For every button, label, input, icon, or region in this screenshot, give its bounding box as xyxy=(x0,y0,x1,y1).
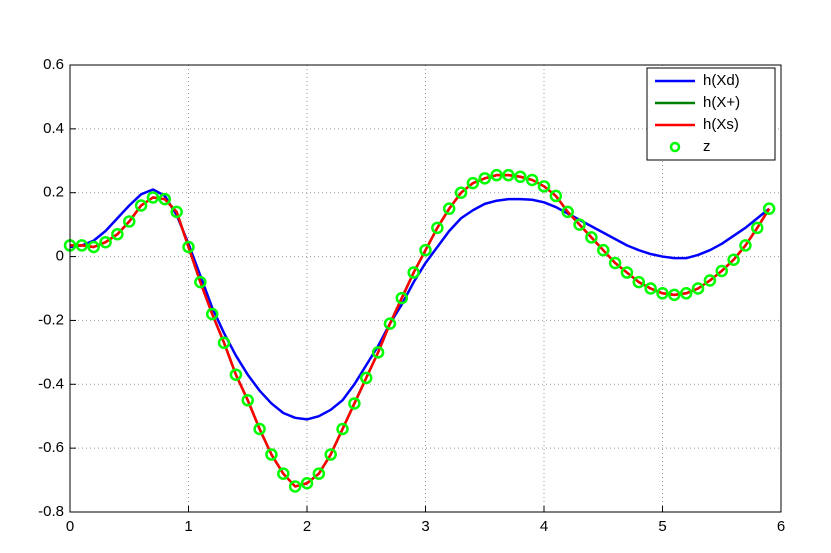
marker xyxy=(229,368,243,381)
marker xyxy=(300,477,314,490)
marker xyxy=(265,448,278,461)
y-tick-label: -0.8 xyxy=(38,503,64,520)
marker xyxy=(620,266,634,279)
marker xyxy=(371,346,385,359)
marker xyxy=(205,307,219,321)
marker xyxy=(194,275,207,289)
marker xyxy=(608,256,622,270)
legend-box xyxy=(646,67,776,161)
y-tick-label: 0.2 xyxy=(43,184,64,201)
marker xyxy=(454,186,468,199)
marker xyxy=(751,221,764,235)
marker xyxy=(715,264,728,278)
marker xyxy=(525,173,539,187)
marker xyxy=(123,215,136,228)
marker xyxy=(312,467,326,480)
marker xyxy=(573,218,586,231)
marker xyxy=(632,275,646,289)
marker xyxy=(217,336,231,350)
axes-box xyxy=(69,64,782,513)
marker xyxy=(146,191,160,204)
x-tick-label: 1 xyxy=(184,518,192,535)
marker xyxy=(478,172,491,185)
marker xyxy=(87,240,100,254)
legend-label: h(Xs) xyxy=(703,116,739,133)
marker xyxy=(288,480,302,493)
x-tick-label: 6 xyxy=(777,518,785,535)
marker xyxy=(395,291,409,305)
marker xyxy=(585,231,598,244)
marker xyxy=(134,199,148,212)
marker xyxy=(537,180,551,193)
marker xyxy=(561,205,574,219)
marker xyxy=(644,282,657,295)
marker xyxy=(419,243,432,257)
marker xyxy=(360,371,373,385)
marker xyxy=(407,266,420,279)
marker xyxy=(431,221,444,235)
marker xyxy=(466,176,480,190)
x-tick-label: 0 xyxy=(66,518,74,535)
marker xyxy=(324,448,337,461)
marker xyxy=(253,422,266,436)
marker xyxy=(762,202,776,215)
marker xyxy=(668,288,681,302)
marker xyxy=(75,239,89,252)
marker xyxy=(348,397,361,410)
marker xyxy=(597,243,610,257)
y-tick-label: -0.4 xyxy=(38,375,64,392)
x-tick-label: 3 xyxy=(421,518,429,535)
legend-label: h(Xd) xyxy=(703,72,740,89)
legend-label: h(X+) xyxy=(703,94,740,111)
legend-marker xyxy=(669,141,681,153)
marker xyxy=(490,168,503,182)
y-tick-label: 0.4 xyxy=(43,120,64,137)
marker xyxy=(158,192,172,206)
marker xyxy=(691,282,705,295)
marker xyxy=(182,240,195,254)
marker xyxy=(727,253,740,267)
marker xyxy=(703,274,717,287)
marker xyxy=(514,170,527,183)
marker xyxy=(739,239,752,252)
y-tick-label: -0.6 xyxy=(38,439,64,456)
marker xyxy=(656,287,669,300)
marker xyxy=(170,205,183,219)
marker xyxy=(383,317,397,330)
marker xyxy=(336,422,349,436)
marker xyxy=(442,202,456,215)
y-tick-label: 0.6 xyxy=(43,56,64,73)
marker xyxy=(99,235,112,249)
y-tick-label: -0.2 xyxy=(38,311,64,328)
marker xyxy=(277,467,290,480)
marker xyxy=(502,168,515,182)
x-tick-label: 4 xyxy=(540,518,548,535)
legend-label: z xyxy=(703,138,711,155)
x-tick-label: 2 xyxy=(303,518,311,535)
x-tick-label: 5 xyxy=(658,518,666,535)
marker xyxy=(241,394,254,407)
y-tick-label: 0 xyxy=(56,248,64,265)
marker xyxy=(111,227,124,241)
marker xyxy=(679,287,693,300)
marker xyxy=(549,189,563,203)
